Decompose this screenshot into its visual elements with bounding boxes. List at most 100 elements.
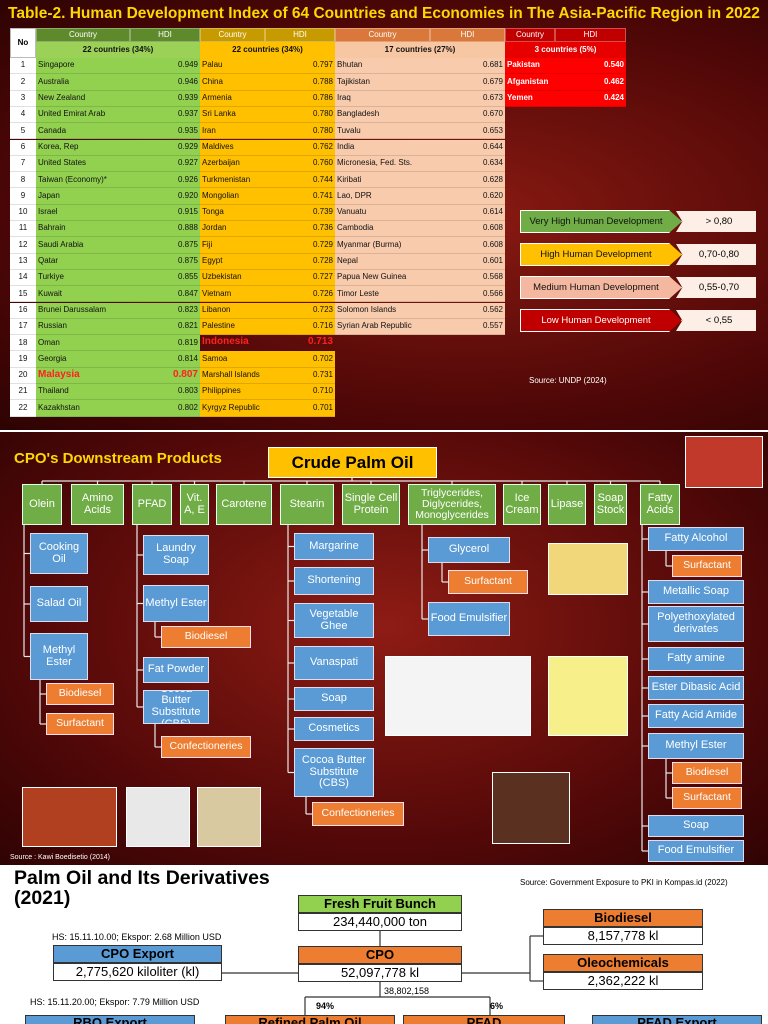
product-node: Amino Acids xyxy=(71,484,124,525)
derivative-node: Food Emulsifier xyxy=(648,840,744,862)
country-cell: Pakistan xyxy=(505,58,555,75)
hdi-cell: 0.760 xyxy=(265,155,335,173)
country-cell: United States xyxy=(36,155,130,173)
hdi-cell: 0.762 xyxy=(265,139,335,156)
legend-label: Very High Human Development xyxy=(520,210,682,233)
hdi-cell: 0.821 xyxy=(130,318,200,336)
country-header: Country xyxy=(335,28,430,42)
country-cell: Taiwan (Economy)* xyxy=(36,172,130,189)
row-number: 17 xyxy=(10,318,36,336)
derivative-node: Cosmetics xyxy=(294,717,374,741)
country-cell: Samoa xyxy=(200,351,265,368)
country-cell: Egypt xyxy=(200,253,265,270)
photo xyxy=(548,543,628,595)
row-number: 21 xyxy=(10,384,36,401)
country-cell: Georgia xyxy=(36,351,130,368)
country-cell: Jordan xyxy=(200,221,265,238)
derivative-node: Laundry Soap xyxy=(143,535,209,575)
derivative-node: Shortening xyxy=(294,567,374,595)
country-header: Country xyxy=(200,28,265,42)
derivative-node: Metallic Soap xyxy=(648,580,744,604)
flow-amount: 38,802,158 xyxy=(384,986,430,997)
hdi-cell: 0.601 xyxy=(430,253,505,270)
hdi-cell: 0.713 xyxy=(265,335,335,352)
hdi-cell: 0.731 xyxy=(265,367,335,384)
hdi-cell: 0.653 xyxy=(430,123,505,140)
product-node: Carotene xyxy=(216,484,272,525)
product-node: Single Cell Protein xyxy=(342,484,400,525)
hdi-cell: 0.855 xyxy=(130,269,200,287)
hdi-cell: 0.702 xyxy=(265,351,335,368)
country-cell: Russian xyxy=(36,318,130,336)
derivative-node: Methyl Ester xyxy=(143,585,209,622)
legend-label: Low Human Development xyxy=(520,309,682,332)
hs-code: HS: 15.11.20.00; Ekspor: 7.79 Million US… xyxy=(30,996,200,1007)
group-summary: 22 countries (34%) xyxy=(200,42,335,58)
hdi-cell: 0.739 xyxy=(265,204,335,221)
flow-value: 234,440,000 ton xyxy=(298,913,462,931)
row-number: 9 xyxy=(10,188,36,205)
photo xyxy=(492,772,570,844)
share: 94% xyxy=(316,1001,335,1012)
legend-label: Medium Human Development xyxy=(520,276,682,299)
legend-label: High Human Development xyxy=(520,243,682,266)
country-cell: Lao, DPR xyxy=(335,188,430,205)
country-cell: Saudi Arabia xyxy=(36,237,130,254)
hdi-cell: 0.729 xyxy=(265,237,335,254)
hdi-cell: 0.915 xyxy=(130,204,200,221)
flow-value: 2,775,620 kiloliter (kl) xyxy=(53,963,222,981)
hdi-cell: 0.424 xyxy=(555,90,626,107)
country-cell: Kiribati xyxy=(335,172,430,189)
country-cell: Palau xyxy=(200,58,265,75)
derivative-node: Cooking Oil xyxy=(30,533,88,574)
product-node: Fatty Acids xyxy=(640,484,680,525)
derivative-node: Ester Dibasic Acid xyxy=(648,676,744,700)
hdi-cell: 0.875 xyxy=(130,237,200,254)
row-number: 5 xyxy=(10,123,36,140)
country-cell: Timor Leste xyxy=(335,286,430,303)
row-number: 11 xyxy=(10,221,36,238)
country-cell: Japan xyxy=(36,188,130,205)
hdi-cell: 0.716 xyxy=(265,318,335,336)
hdi-cell: 0.946 xyxy=(130,74,200,91)
product-node: PFAD xyxy=(132,484,172,525)
row-number: 1 xyxy=(10,58,36,75)
table-title: Table-2. Human Development Index of 64 C… xyxy=(8,4,760,22)
country-cell: United Emirat Arab xyxy=(36,106,130,124)
country-cell: Turkmenistan xyxy=(200,172,265,189)
hdi-cell: 0.920 xyxy=(130,188,200,205)
country-cell: Maldives xyxy=(200,139,265,156)
country-cell: Afganistan xyxy=(505,74,555,91)
country-header: Country xyxy=(36,28,130,42)
country-cell: Philippines xyxy=(200,384,265,401)
country-cell: Iraq xyxy=(335,90,430,107)
row-number: 22 xyxy=(10,400,36,417)
hdi-cell: 0.608 xyxy=(430,221,505,238)
row-number: 15 xyxy=(10,286,36,303)
hdi-cell: 0.634 xyxy=(430,155,505,173)
flow-value: 2,362,222 kl xyxy=(543,972,703,990)
product-node: Ice Cream xyxy=(503,484,541,525)
country-cell: Syrian Arab Republic xyxy=(335,318,430,336)
hdi-header: HDI xyxy=(130,28,200,42)
share: 6% xyxy=(490,1001,504,1012)
row-number: 16 xyxy=(10,302,36,319)
flow-header: RBO Export xyxy=(25,1015,195,1024)
hdi-cell: 0.926 xyxy=(130,172,200,189)
derivative-node: Cocoa Butter Substitute (CBS) xyxy=(294,748,374,797)
country-cell: Iran xyxy=(200,123,265,140)
derivative-node: Methyl Ester xyxy=(648,733,744,759)
country-cell: Bangladesh xyxy=(335,106,430,124)
hdi-header: HDI xyxy=(430,28,505,42)
photo xyxy=(22,787,117,847)
row-number: 6 xyxy=(10,139,36,156)
flow-header: PFAD xyxy=(403,1015,565,1024)
country-header: Country xyxy=(505,28,555,42)
source: Source : Kawi Boedisetio (2014) xyxy=(10,853,110,861)
photo xyxy=(126,787,190,847)
country-cell: Indonesia xyxy=(200,335,265,352)
derivative-node: Glycerol xyxy=(428,537,510,563)
hdi-cell: 0.797 xyxy=(265,58,335,75)
hdi-cell: 0.540 xyxy=(555,58,626,75)
country-cell: Palestine xyxy=(200,318,265,336)
